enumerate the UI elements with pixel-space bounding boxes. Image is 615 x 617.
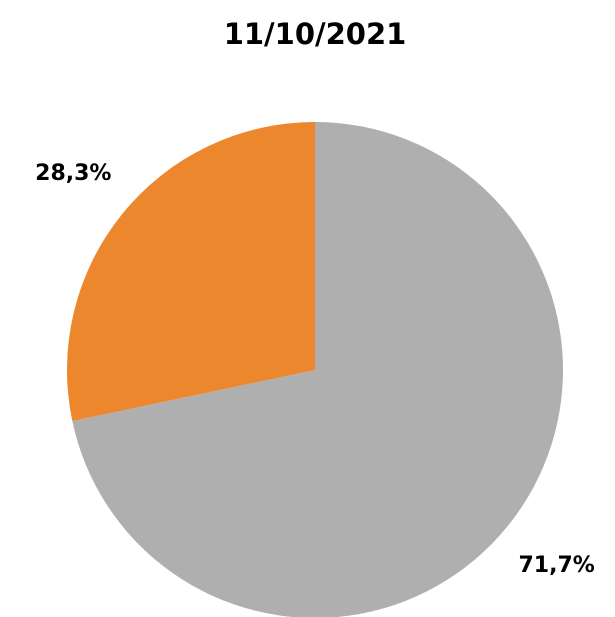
chart-title: 11/10/2021 bbox=[224, 17, 407, 51]
data-label: 28,3% bbox=[35, 161, 111, 186]
data-label: 71,7% bbox=[519, 553, 595, 578]
pie-slice bbox=[72, 122, 563, 617]
pie-slice bbox=[66, 122, 315, 422]
